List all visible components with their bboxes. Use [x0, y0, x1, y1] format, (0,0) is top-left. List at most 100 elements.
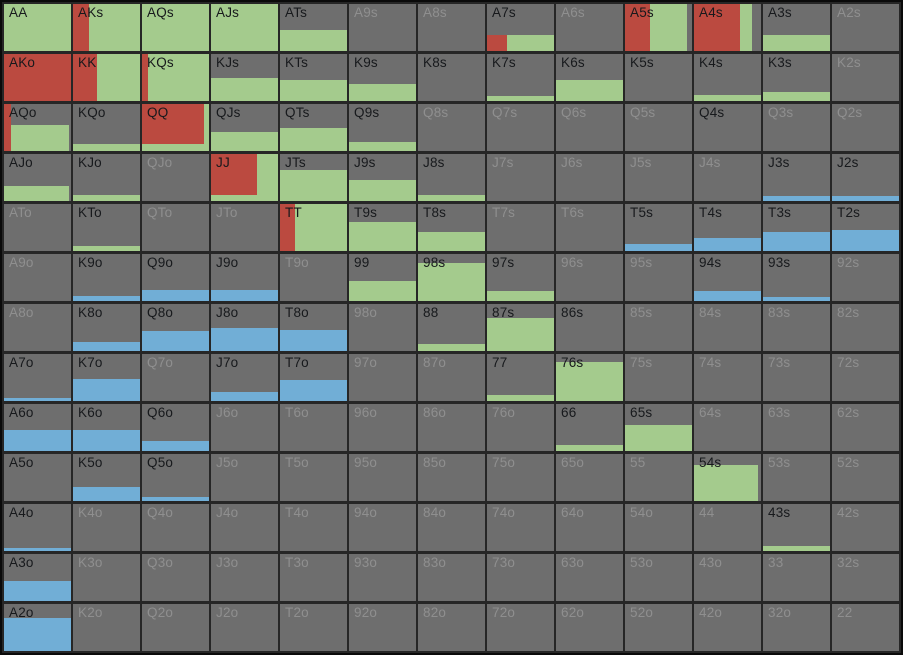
cell-97s[interactable]: 97s [487, 254, 554, 301]
cell-74o[interactable]: 74o [487, 504, 554, 551]
cell-TT[interactable]: TT [280, 204, 347, 251]
cell-A6o[interactable]: A6o [4, 404, 71, 451]
cell-Q4o[interactable]: Q4o [142, 504, 209, 551]
cell-JTo[interactable]: JTo [211, 204, 278, 251]
cell-Q7s[interactable]: Q7s [487, 104, 554, 151]
cell-T9s[interactable]: T9s [349, 204, 416, 251]
cell-A8s[interactable]: A8s [418, 4, 485, 51]
cell-Q9s[interactable]: Q9s [349, 104, 416, 151]
cell-A9s[interactable]: A9s [349, 4, 416, 51]
cell-Q5o[interactable]: Q5o [142, 454, 209, 501]
cell-KTo[interactable]: KTo [73, 204, 140, 251]
cell-ATs[interactable]: ATs [280, 4, 347, 51]
cell-K3s[interactable]: K3s [763, 54, 830, 101]
cell-96o[interactable]: 96o [349, 404, 416, 451]
cell-85s[interactable]: 85s [625, 304, 692, 351]
cell-QQ[interactable]: QQ [142, 104, 209, 151]
cell-42o[interactable]: 42o [694, 604, 761, 651]
cell-22[interactable]: 22 [832, 604, 899, 651]
cell-T5s[interactable]: T5s [625, 204, 692, 251]
cell-T7o[interactable]: T7o [280, 354, 347, 401]
cell-AKo[interactable]: AKo [4, 54, 71, 101]
cell-72s[interactable]: 72s [832, 354, 899, 401]
cell-83o[interactable]: 83o [418, 554, 485, 601]
cell-K8s[interactable]: K8s [418, 54, 485, 101]
cell-65o[interactable]: 65o [556, 454, 623, 501]
cell-74s[interactable]: 74s [694, 354, 761, 401]
cell-85o[interactable]: 85o [418, 454, 485, 501]
cell-J4s[interactable]: J4s [694, 154, 761, 201]
cell-K8o[interactable]: K8o [73, 304, 140, 351]
cell-A5s[interactable]: A5s [625, 4, 692, 51]
cell-Q3s[interactable]: Q3s [763, 104, 830, 151]
cell-J8s[interactable]: J8s [418, 154, 485, 201]
cell-KTs[interactable]: KTs [280, 54, 347, 101]
cell-94s[interactable]: 94s [694, 254, 761, 301]
cell-T2o[interactable]: T2o [280, 604, 347, 651]
cell-T6s[interactable]: T6s [556, 204, 623, 251]
cell-K4o[interactable]: K4o [73, 504, 140, 551]
cell-87o[interactable]: 87o [418, 354, 485, 401]
cell-A2s[interactable]: A2s [832, 4, 899, 51]
cell-82o[interactable]: 82o [418, 604, 485, 651]
cell-J6o[interactable]: J6o [211, 404, 278, 451]
cell-63o[interactable]: 63o [556, 554, 623, 601]
cell-T6o[interactable]: T6o [280, 404, 347, 451]
cell-K2s[interactable]: K2s [832, 54, 899, 101]
cell-83s[interactable]: 83s [763, 304, 830, 351]
cell-86o[interactable]: 86o [418, 404, 485, 451]
cell-T4o[interactable]: T4o [280, 504, 347, 551]
cell-T5o[interactable]: T5o [280, 454, 347, 501]
cell-43o[interactable]: 43o [694, 554, 761, 601]
cell-92o[interactable]: 92o [349, 604, 416, 651]
cell-KQo[interactable]: KQo [73, 104, 140, 151]
cell-K5o[interactable]: K5o [73, 454, 140, 501]
cell-93o[interactable]: 93o [349, 554, 416, 601]
cell-88[interactable]: 88 [418, 304, 485, 351]
cell-99[interactable]: 99 [349, 254, 416, 301]
cell-K7o[interactable]: K7o [73, 354, 140, 401]
cell-76o[interactable]: 76o [487, 404, 554, 451]
cell-AQs[interactable]: AQs [142, 4, 209, 51]
cell-T7s[interactable]: T7s [487, 204, 554, 251]
cell-77[interactable]: 77 [487, 354, 554, 401]
cell-72o[interactable]: 72o [487, 604, 554, 651]
cell-43s[interactable]: 43s [763, 504, 830, 551]
cell-92s[interactable]: 92s [832, 254, 899, 301]
cell-QJo[interactable]: QJo [142, 154, 209, 201]
cell-Q3o[interactable]: Q3o [142, 554, 209, 601]
cell-T8s[interactable]: T8s [418, 204, 485, 251]
cell-QTo[interactable]: QTo [142, 204, 209, 251]
cell-J7s[interactable]: J7s [487, 154, 554, 201]
cell-84s[interactable]: 84s [694, 304, 761, 351]
cell-84o[interactable]: 84o [418, 504, 485, 551]
cell-73s[interactable]: 73s [763, 354, 830, 401]
cell-J2s[interactable]: J2s [832, 154, 899, 201]
cell-T3o[interactable]: T3o [280, 554, 347, 601]
cell-K4s[interactable]: K4s [694, 54, 761, 101]
cell-86s[interactable]: 86s [556, 304, 623, 351]
cell-T4s[interactable]: T4s [694, 204, 761, 251]
cell-J7o[interactable]: J7o [211, 354, 278, 401]
cell-K6s[interactable]: K6s [556, 54, 623, 101]
cell-A7o[interactable]: A7o [4, 354, 71, 401]
cell-52o[interactable]: 52o [625, 604, 692, 651]
cell-75o[interactable]: 75o [487, 454, 554, 501]
cell-T8o[interactable]: T8o [280, 304, 347, 351]
cell-KJo[interactable]: KJo [73, 154, 140, 201]
cell-42s[interactable]: 42s [832, 504, 899, 551]
cell-Q4s[interactable]: Q4s [694, 104, 761, 151]
cell-K9s[interactable]: K9s [349, 54, 416, 101]
cell-87s[interactable]: 87s [487, 304, 554, 351]
cell-J9o[interactable]: J9o [211, 254, 278, 301]
cell-98o[interactable]: 98o [349, 304, 416, 351]
cell-T2s[interactable]: T2s [832, 204, 899, 251]
cell-54o[interactable]: 54o [625, 504, 692, 551]
cell-93s[interactable]: 93s [763, 254, 830, 301]
cell-Q6o[interactable]: Q6o [142, 404, 209, 451]
cell-J2o[interactable]: J2o [211, 604, 278, 651]
cell-A2o[interactable]: A2o [4, 604, 71, 651]
cell-96s[interactable]: 96s [556, 254, 623, 301]
cell-A6s[interactable]: A6s [556, 4, 623, 51]
cell-64o[interactable]: 64o [556, 504, 623, 551]
